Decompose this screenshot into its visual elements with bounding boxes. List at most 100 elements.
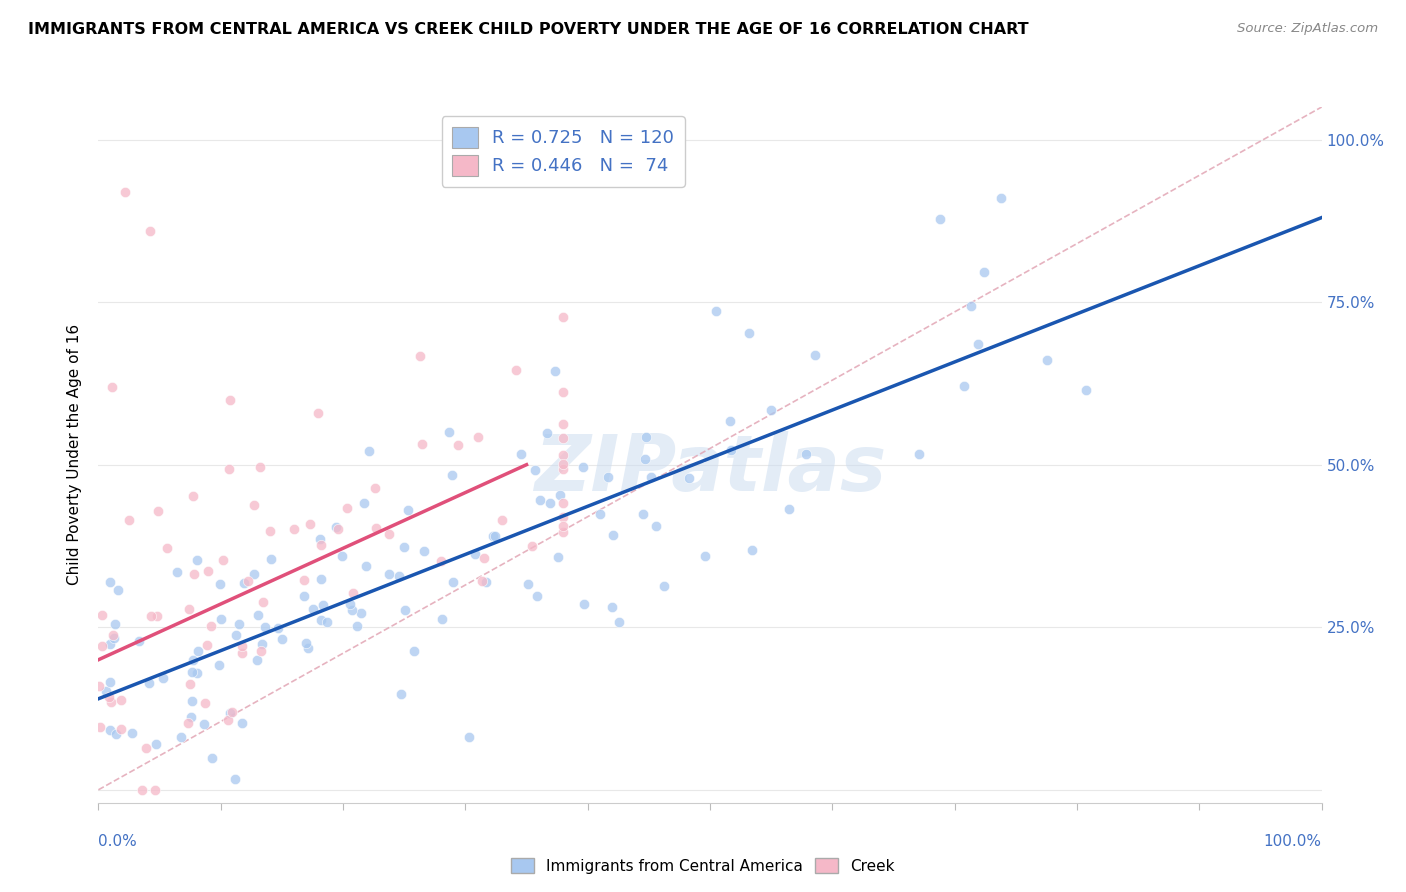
Point [141,608,163,623]
Point [550,488,572,502]
Point [193,717,215,731]
Point [364,521,387,535]
Point [177,716,200,731]
Point [180,710,202,724]
Point [221,705,243,719]
Text: ZIPatlas: ZIPatlas [534,431,886,507]
Point [91,607,114,622]
Point [231,646,253,660]
Point [104,617,127,632]
Point [218,462,240,476]
Point [231,640,253,654]
Point [607,615,630,629]
Point [250,637,273,651]
Point [510,447,533,461]
Point [718,414,741,428]
Point [218,706,240,720]
Point [439,425,461,439]
Point [307,406,329,420]
Point [796,447,818,461]
Point [602,528,624,542]
Point [209,612,232,626]
Point [114,185,136,199]
Point [249,460,271,475]
Point [388,568,411,582]
Point [990,191,1012,205]
Point [98,637,121,651]
Point [356,558,378,573]
Point [377,566,399,581]
Point [645,518,668,533]
Point [589,507,612,521]
Point [100,695,122,709]
Point [194,697,217,711]
Point [402,644,425,658]
Point [231,716,253,731]
Point [441,574,464,589]
Point [166,566,188,580]
Point [312,598,335,612]
Point [242,498,264,512]
Point [181,489,204,503]
Point [330,549,353,564]
Point [759,403,782,417]
Legend: Immigrants from Central America, Creek: Immigrants from Central America, Creek [505,852,901,880]
Point [146,504,169,518]
Point [364,482,387,496]
Legend: R = 0.725   N = 120, R = 0.446   N =  74: R = 0.725 N = 120, R = 0.446 N = 74 [441,116,685,186]
Point [553,385,575,400]
Point [98,723,121,737]
Point [181,653,204,667]
Point [186,553,208,567]
Point [98,674,121,689]
Point [394,540,416,554]
Point [110,722,132,736]
Point [309,532,332,546]
Point [90,639,112,653]
Point [1035,352,1057,367]
Point [598,470,620,484]
Point [467,430,489,444]
Point [245,653,267,667]
Point [242,566,264,581]
Point [553,448,575,462]
Point [145,782,167,797]
Point [311,538,333,552]
Point [326,522,349,536]
Point [105,727,128,741]
Point [259,524,281,538]
Point [960,299,983,313]
Point [156,541,179,556]
Point [447,437,470,451]
Point [225,628,247,642]
Point [574,597,596,611]
Point [396,502,419,516]
Point [394,603,416,617]
Point [631,507,654,521]
Point [297,640,319,655]
Point [804,348,827,362]
Point [523,463,546,477]
Point [778,501,800,516]
Point [131,782,153,797]
Point [471,574,494,589]
Point [145,737,167,751]
Point [389,686,412,700]
Point [118,513,141,527]
Point [520,540,543,554]
Point [217,713,239,727]
Point [309,613,332,627]
Point [738,326,761,340]
Point [181,665,204,679]
Point [484,529,506,543]
Y-axis label: Child Poverty Under the Age of 16: Child Poverty Under the Age of 16 [67,325,83,585]
Point [342,586,364,600]
Point [553,510,575,524]
Point [315,615,337,629]
Point [409,349,432,363]
Point [179,602,201,616]
Point [440,468,463,483]
Point [283,522,305,536]
Text: 0.0%: 0.0% [98,834,138,849]
Point [553,519,575,533]
